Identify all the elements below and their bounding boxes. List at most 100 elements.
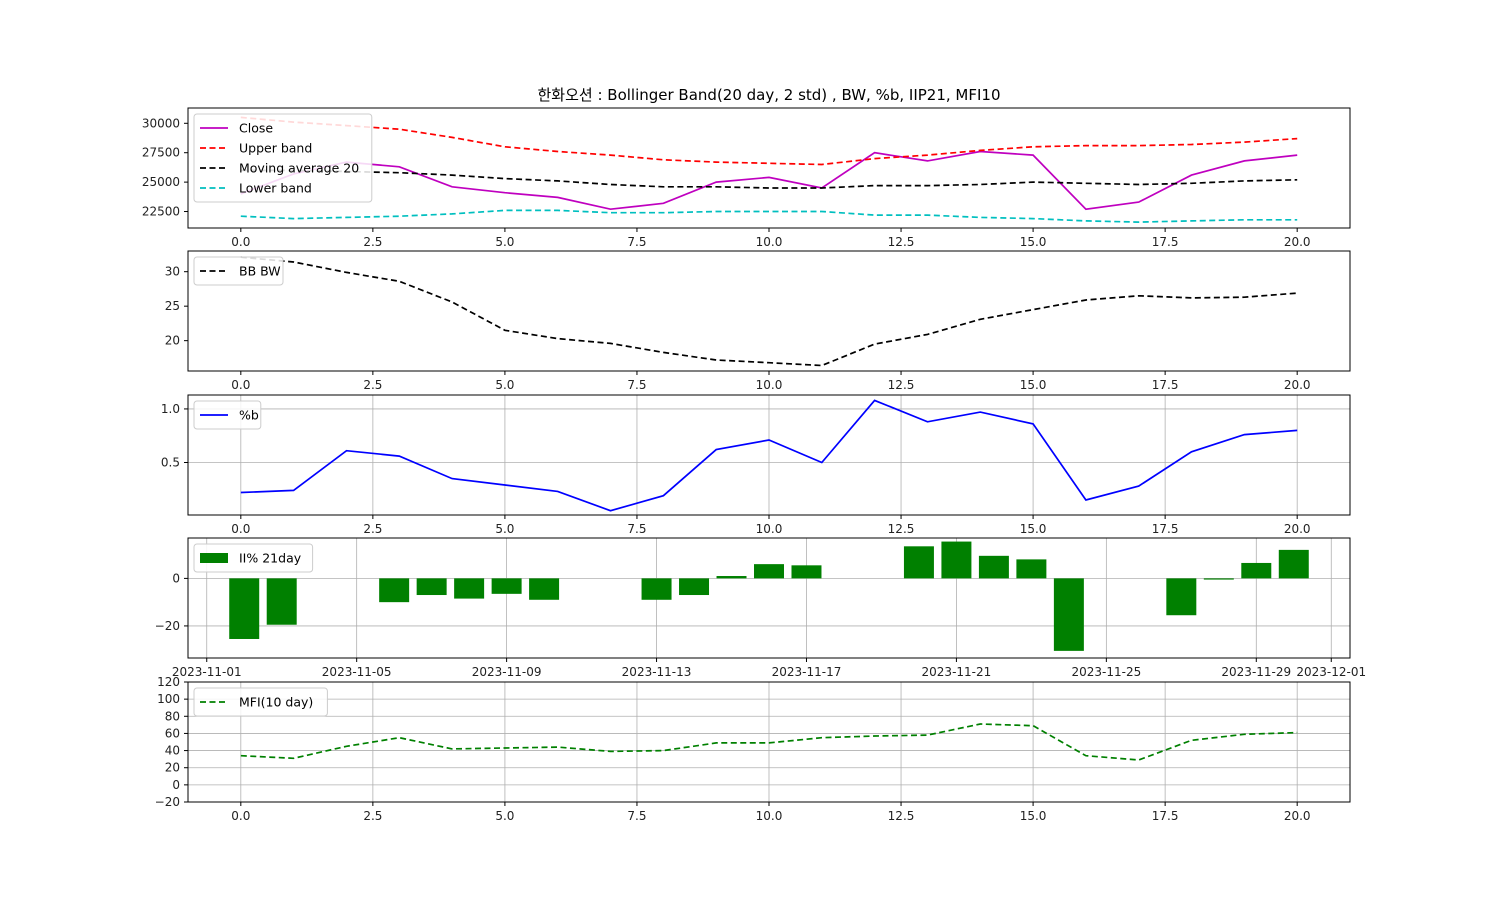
x-tick-label: 17.5: [1152, 522, 1179, 536]
y-tick-label: 20: [165, 761, 180, 775]
y-tick-label: 0: [172, 571, 180, 585]
series-line-moving-average-20: [240, 169, 1298, 189]
y-tick-label: 22500: [142, 205, 180, 219]
y-tick-label: 30000: [142, 116, 180, 130]
axes-frame: [187, 537, 1351, 659]
legend-label: Close: [239, 121, 273, 136]
legend-label: Upper band: [239, 141, 312, 156]
iip-bar: [716, 576, 747, 579]
iip-bar: [941, 541, 972, 579]
y-tick-label: 30: [165, 265, 180, 279]
series-line--b: [240, 399, 1298, 512]
legend-box: [193, 256, 284, 286]
intraday-intensity-axes: 2023-11-01 2023-11-05 2023-11-09 2023-11-13…: [155, 537, 1366, 679]
x-tick-label: 17.5: [1152, 235, 1179, 249]
x-tick-label: 2.5: [363, 378, 382, 392]
x-tick-label: 12.5: [888, 809, 915, 823]
x-tick-label: 10.0: [756, 522, 783, 536]
x-tick-label: 2023-11-05: [322, 665, 392, 679]
x-tick-label: 2023-11-21: [922, 665, 992, 679]
money-flow-index-axes: 0.0 2.5 5.0 7.5 10.0 12.5 15.0 17.5 20.0 −20 0 20 40…: [155, 675, 1351, 823]
legend-swatch: [200, 553, 228, 563]
iip-bar: [978, 555, 1009, 579]
x-tick-label: 10.0: [756, 378, 783, 392]
legend-box: [193, 543, 314, 573]
x-tick-label: 15.0: [1020, 809, 1047, 823]
x-tick-label: 10.0: [756, 809, 783, 823]
x-tick-label: 17.5: [1152, 378, 1179, 392]
y-tick-label: 120: [157, 675, 180, 689]
legend-label: %b: [239, 408, 259, 423]
x-tick-label: 7.5: [627, 378, 646, 392]
iip-bar: [1166, 578, 1197, 616]
iip-bar: [754, 564, 784, 579]
x-tick-label: 0.0: [231, 235, 250, 249]
x-tick-label: 12.5: [888, 522, 915, 536]
x-tick-label: 2023-11-17: [772, 665, 842, 679]
y-tick-label: 40: [165, 744, 180, 758]
x-tick-label: 20.0: [1284, 235, 1311, 249]
legend-label: BB BW: [239, 264, 281, 279]
x-tick-label: 12.5: [888, 235, 915, 249]
band-width-axes: 0.0 2.5 5.0 7.5 10.0 12.5 15.0 17.5 20.0 20 25 30 BB…: [165, 250, 1351, 392]
y-tick-label: 1.0: [161, 402, 180, 416]
iip-bar: [416, 578, 447, 596]
legend: %b: [193, 400, 262, 430]
iip-bar: [491, 578, 522, 594]
x-tick-label: 7.5: [627, 235, 646, 249]
legend-label: Moving average 20: [239, 161, 359, 176]
x-tick-label: 20.0: [1284, 378, 1311, 392]
iip-bar: [379, 578, 410, 603]
iip-bar: [229, 578, 260, 639]
x-tick-label: 2.5: [363, 235, 382, 249]
x-tick-label: 0.0: [231, 809, 250, 823]
legend: MFI(10 day): [193, 687, 328, 717]
x-tick-label: 5.0: [495, 378, 514, 392]
x-tick-label: 5.0: [495, 235, 514, 249]
x-tick-label: 2.5: [363, 522, 382, 536]
x-tick-label: 15.0: [1020, 378, 1047, 392]
x-tick-label: 5.0: [495, 522, 514, 536]
y-tick-label: 27500: [142, 146, 180, 160]
y-tick-label: −20: [155, 795, 180, 809]
legend-box: [193, 113, 373, 203]
series-line-bb-bw: [240, 256, 1298, 367]
iip-bar: [1053, 578, 1084, 651]
x-tick-label: 12.5: [888, 378, 915, 392]
x-tick-label: 20.0: [1284, 809, 1311, 823]
iip-bar: [266, 578, 297, 625]
x-tick-label: 15.0: [1020, 522, 1047, 536]
iip-bar: [1241, 562, 1272, 579]
iip-bar: [1203, 578, 1234, 580]
bollinger-band-axes: 0.0 2.5 5.0 7.5 10.0 12.5 15.0 17.5 20.0 22500 250…: [142, 107, 1351, 249]
series-line-upper-band: [240, 116, 1298, 166]
y-tick-label: 100: [157, 692, 180, 706]
x-tick-label: 5.0: [495, 809, 514, 823]
x-tick-label: 7.5: [627, 522, 646, 536]
iip-bar: [641, 578, 672, 600]
iip-bar: [679, 578, 710, 596]
x-tick-label: 2023-12-01: [1296, 665, 1366, 679]
x-tick-label: 2023-11-09: [472, 665, 542, 679]
legend-label: II% 21day: [239, 551, 302, 566]
x-tick-label: 20.0: [1284, 522, 1311, 536]
x-tick-label: 17.5: [1152, 809, 1179, 823]
y-tick-label: 80: [165, 709, 180, 723]
x-tick-label: 0.0: [231, 378, 250, 392]
legend: Close Upper band Moving average 20 Lower ba…: [193, 113, 373, 203]
legend-label: MFI(10 day): [239, 695, 313, 710]
iip-bar: [1278, 549, 1309, 579]
x-tick-label: 7.5: [627, 809, 646, 823]
legend-box: [193, 687, 328, 717]
series-line-mfi-10-day: [240, 723, 1298, 761]
y-tick-label: 25: [165, 299, 180, 313]
x-tick-label: 2023-11-25: [1071, 665, 1141, 679]
iip-bar: [529, 578, 560, 600]
series-line-lower-band: [240, 209, 1298, 223]
y-tick-label: 25000: [142, 175, 180, 189]
x-tick-label: 15.0: [1020, 235, 1047, 249]
y-tick-label: 60: [165, 726, 180, 740]
figure-title: 한화오션 : Bollinger Band(20 day, 2 std) , B…: [537, 86, 1000, 104]
x-tick-label: 2.5: [363, 809, 382, 823]
